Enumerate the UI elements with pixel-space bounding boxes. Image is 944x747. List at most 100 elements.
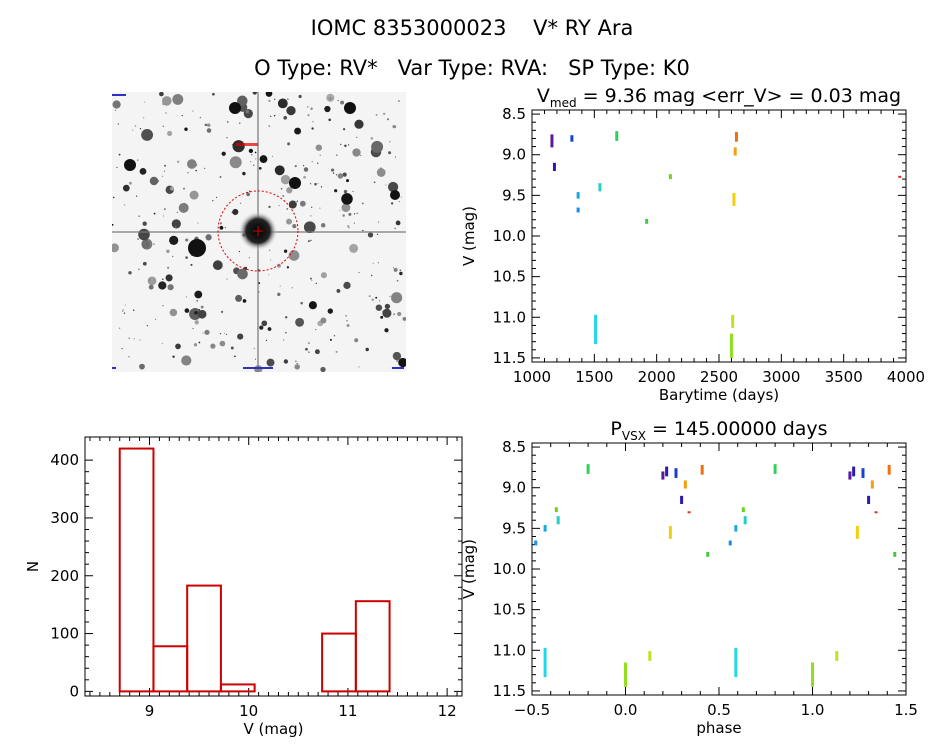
sky-star bbox=[164, 164, 166, 167]
histogram-bar bbox=[118, 447, 155, 693]
sky-star bbox=[134, 125, 137, 127]
histogram-bar bbox=[354, 600, 391, 693]
data-point bbox=[734, 525, 738, 532]
data-point bbox=[645, 218, 649, 224]
sky-star bbox=[346, 179, 349, 183]
sky-star bbox=[167, 284, 174, 291]
sky-star bbox=[368, 295, 371, 298]
sky-star bbox=[285, 332, 287, 334]
sky-star bbox=[298, 94, 302, 99]
sky-star bbox=[376, 233, 379, 235]
y-tick-label: 9.5 bbox=[502, 519, 526, 537]
sky-star bbox=[212, 92, 215, 96]
sky-star bbox=[349, 243, 359, 253]
sky-star bbox=[132, 129, 134, 131]
sky-star bbox=[276, 263, 281, 268]
sky-star bbox=[253, 347, 255, 350]
phase-curve-plot: −0.5 0.0 0.5 1.0 1.5 8.5 9.0 9.5 10.0 10.5 11.0 11.… bbox=[460, 418, 918, 737]
sky-star bbox=[371, 274, 373, 277]
title-subscript: VSX bbox=[622, 429, 646, 443]
x-axis-label: Barytime (days) bbox=[659, 386, 779, 404]
sky-star bbox=[142, 261, 147, 266]
y-tick-label: 10.5 bbox=[493, 601, 526, 619]
sky-star bbox=[356, 136, 358, 139]
sky-star bbox=[392, 124, 396, 129]
sky-star bbox=[354, 338, 359, 343]
y-tick-label: 8.5 bbox=[502, 105, 526, 123]
data-point bbox=[731, 314, 735, 328]
sky-star bbox=[361, 202, 364, 205]
sky-star bbox=[159, 92, 164, 97]
sky-star bbox=[139, 363, 145, 370]
title-symbol: P bbox=[610, 418, 621, 440]
sky-star bbox=[171, 219, 181, 229]
sky-star bbox=[190, 263, 193, 266]
sky-star bbox=[348, 212, 352, 216]
y-tick-label: 10.0 bbox=[493, 560, 526, 578]
x-tick-label: 3000 bbox=[762, 368, 800, 386]
sky-star bbox=[334, 189, 338, 193]
sky-star bbox=[398, 100, 400, 102]
sky-star bbox=[346, 324, 350, 327]
sky-star bbox=[307, 106, 309, 108]
sky-star bbox=[162, 96, 172, 106]
sky-star bbox=[399, 269, 402, 272]
data-point bbox=[668, 525, 672, 539]
sky-star bbox=[312, 121, 314, 123]
sky-star bbox=[176, 211, 179, 213]
sky-star bbox=[343, 189, 348, 194]
sky-star bbox=[146, 325, 148, 327]
sky-star bbox=[128, 337, 130, 339]
sky-star bbox=[345, 315, 347, 317]
sky-star bbox=[123, 312, 126, 314]
sky-star bbox=[320, 317, 327, 324]
sky-star-bright bbox=[188, 239, 206, 257]
y-tick-label: 10.5 bbox=[493, 268, 526, 286]
sky-star bbox=[303, 221, 316, 234]
sky-star bbox=[324, 105, 331, 113]
sky-star bbox=[254, 358, 257, 360]
sky-star bbox=[358, 271, 360, 274]
sky-star bbox=[373, 181, 376, 184]
sky-star bbox=[255, 158, 257, 160]
sky-star bbox=[397, 311, 402, 317]
sky-star bbox=[319, 154, 321, 156]
sky-star bbox=[198, 309, 201, 311]
sky-star bbox=[162, 125, 165, 128]
data-point bbox=[576, 207, 580, 213]
sky-star bbox=[115, 109, 117, 111]
sky-star bbox=[232, 208, 239, 216]
sky-star bbox=[192, 110, 194, 112]
title-value: = 9.36 mag <err_V> = 0.03 mag bbox=[577, 85, 901, 107]
sky-star bbox=[311, 206, 313, 208]
sky-star bbox=[112, 196, 115, 199]
sky-star bbox=[294, 164, 297, 168]
sky-star bbox=[178, 202, 189, 213]
sky-star bbox=[402, 316, 406, 321]
sky-star bbox=[310, 215, 312, 217]
sky-star bbox=[328, 97, 332, 101]
sky-star bbox=[231, 211, 233, 214]
sky-star-bright bbox=[289, 177, 301, 189]
sky-star bbox=[184, 127, 188, 131]
sky-star bbox=[274, 165, 285, 176]
data-point bbox=[543, 647, 547, 678]
sky-star bbox=[212, 260, 223, 271]
x-tick-label: 10 bbox=[239, 702, 258, 720]
sky-star bbox=[311, 127, 314, 130]
sky-star bbox=[181, 355, 192, 366]
sky-star bbox=[112, 223, 114, 226]
sky-star bbox=[320, 223, 326, 228]
sky-star bbox=[221, 151, 226, 156]
sky-star bbox=[348, 226, 350, 229]
sky-star bbox=[315, 329, 317, 331]
sky-star bbox=[268, 99, 271, 103]
scale-label-br bbox=[392, 367, 404, 369]
sky-star bbox=[175, 226, 177, 228]
sky-star bbox=[219, 225, 224, 230]
sky-star bbox=[230, 346, 234, 350]
x-tick-label: 4000 bbox=[887, 368, 925, 386]
sky-star bbox=[187, 172, 189, 174]
sky-star bbox=[162, 175, 164, 177]
data-point bbox=[887, 464, 891, 475]
